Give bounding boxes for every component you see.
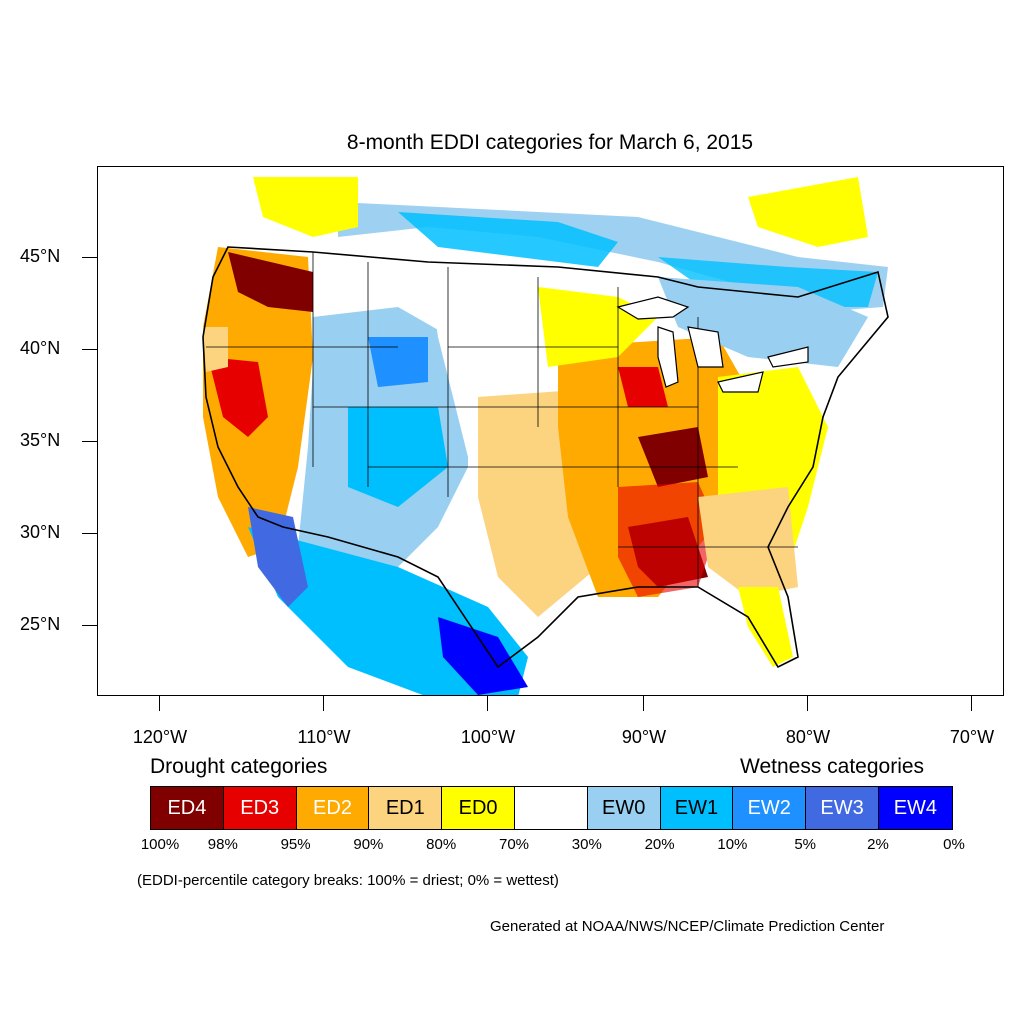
florida-yellow (738, 587, 793, 667)
canada-yellow (253, 177, 358, 237)
mississippi-severe (618, 482, 718, 597)
mexico-very-wet (438, 617, 528, 695)
credit-line: Generated at NOAA/NWS/NCEP/Climate Predi… (490, 918, 885, 935)
lon-label-80w: 80°W (785, 727, 831, 747)
lon-label-110w: 110°W (297, 727, 351, 747)
legend-cell-ed4: ED4 (151, 787, 224, 829)
percent-break-label: 98% (207, 836, 238, 853)
wyoming-wet (368, 337, 428, 387)
four-corners-wet (348, 407, 448, 507)
great-lakes (616, 296, 809, 393)
category-note: (EDDI-percentile category breaks: 100% =… (137, 872, 559, 889)
percent-break-label: 5% (794, 836, 817, 853)
drought-categories-heading: Drought categories (150, 755, 328, 778)
legend-cell-ew4: EW4 (878, 787, 952, 829)
lon-tick (323, 696, 324, 711)
percent-break-label: 30% (571, 836, 602, 853)
legend-cell-ew0: EW0 (587, 787, 661, 829)
percent-break-label: 2% (867, 836, 889, 853)
legend-cell-neutral (514, 787, 588, 829)
state-boundaries (206, 252, 798, 587)
lat-tick (82, 349, 97, 350)
lon-tick (807, 696, 808, 711)
lat-tick (82, 533, 97, 534)
legend-cell-ew3: EW3 (806, 787, 879, 829)
percent-break-label: 20% (644, 836, 675, 853)
lat-label-25n: 25°N (20, 614, 61, 634)
lat-tick (82, 257, 97, 258)
lon-tick (487, 696, 488, 711)
ca-coast-dry (203, 327, 228, 372)
lon-label-70w: 70°W (949, 727, 995, 747)
lat-label-30n: 30°N (20, 522, 61, 542)
map-title: 8-month EDDI categories for March 6, 201… (346, 131, 754, 154)
ohio-valley-extreme (618, 367, 668, 407)
legend-cell-ed2: ED2 (296, 787, 370, 829)
california-extreme (208, 357, 268, 437)
percent-break-label: 90% (353, 836, 384, 853)
wetness-categories-heading: Wetness categories (740, 755, 925, 778)
legend-cell-ew1: EW1 (660, 787, 734, 829)
percent-break-label: 10% (717, 836, 748, 853)
percent-break-label: 95% (280, 836, 311, 853)
percent-break-label: 0% (943, 836, 965, 853)
lat-tick (82, 625, 97, 626)
eddi-map (97, 166, 1004, 696)
lon-tick (971, 696, 972, 711)
canada-wet-core (398, 212, 618, 267)
lat-tick (82, 441, 97, 442)
eddi-map-canvas (193, 172, 893, 695)
lon-tick (643, 696, 644, 711)
lon-tick (159, 696, 160, 711)
lon-label-100w: 100°W (460, 727, 516, 747)
legend-cell-ew2: EW2 (733, 787, 807, 829)
lat-label-45n: 45°N (20, 246, 61, 266)
southeast-dry (698, 487, 798, 597)
canada-east-yellow (748, 177, 868, 247)
lon-label-120w: 120°W (132, 727, 188, 747)
canada-east-wet (658, 257, 878, 307)
percent-break-label: 100% (140, 836, 180, 853)
lon-label-90w: 90°W (621, 727, 667, 747)
legend-cell-ed0: ED0 (442, 787, 515, 829)
baja-wet (248, 507, 308, 607)
pacific-nw-extreme (228, 252, 313, 312)
percent-break-label: 80% (426, 836, 457, 853)
us-outline (202, 246, 889, 669)
legend-cell-ed3: ED3 (223, 787, 297, 829)
lat-label-35n: 35°N (20, 430, 61, 450)
legend-cell-ed1: ED1 (369, 787, 443, 829)
lat-label-40n: 40°N (20, 338, 61, 358)
great-lakes-wet (658, 277, 868, 367)
tennessee-extreme (638, 427, 708, 487)
category-legend: ED4 ED3 ED2 ED1 ED0 EW0 EW1 EW2 EW3 EW4 (150, 786, 953, 830)
percent-break-label: 70% (498, 836, 530, 853)
